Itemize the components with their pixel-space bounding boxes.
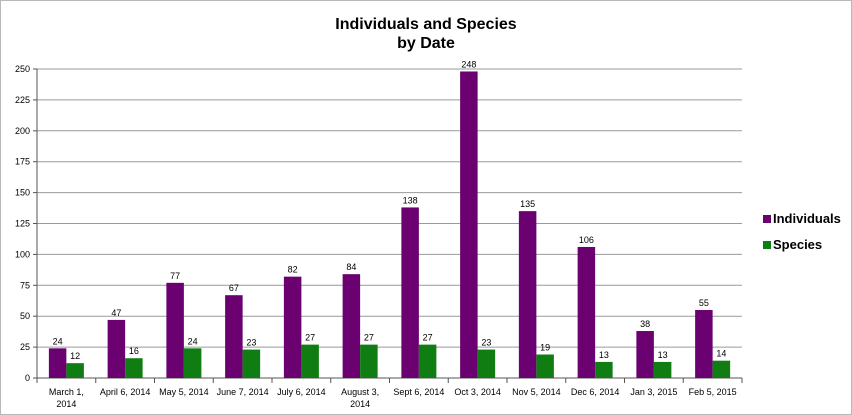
x-tick-label-9: Dec 6, 2014	[571, 387, 620, 397]
data-label-individuals-8: 135	[520, 199, 535, 209]
bar-individuals-1	[107, 319, 126, 378]
data-label-individuals-2: 77	[170, 271, 180, 281]
x-tick-label-11: Feb 5, 2015	[689, 387, 737, 397]
data-label-individuals-7: 248	[461, 59, 476, 69]
data-label-individuals-1: 47	[111, 308, 121, 318]
bar-species-1	[125, 358, 143, 378]
data-label-species-4: 27	[305, 333, 315, 343]
bar-species-8	[536, 354, 554, 378]
data-label-individuals-6: 138	[403, 195, 418, 205]
bar-individuals-7	[460, 71, 478, 379]
bar-individuals-4	[283, 276, 302, 378]
y-tick-label-125: 125	[15, 219, 30, 229]
bar-species-2	[183, 348, 202, 378]
data-label-species-1: 16	[129, 346, 139, 356]
x-tick-label-4: July 6, 2014	[277, 387, 326, 397]
bar-species-5	[360, 344, 378, 378]
bar-species-0	[66, 363, 84, 378]
bar-individuals-0	[48, 348, 67, 378]
y-tick-label-225: 225	[15, 95, 30, 105]
bar-species-3	[242, 349, 261, 378]
bar-individuals-9	[577, 246, 596, 378]
data-label-species-6: 27	[423, 333, 433, 343]
data-label-species-5: 27	[364, 333, 374, 343]
bar-species-10	[653, 361, 672, 378]
x-tick-label-2: May 5, 2014	[159, 387, 209, 397]
data-label-species-9: 13	[599, 350, 609, 360]
bar-individuals-8	[518, 211, 537, 378]
bar-individuals-6	[401, 207, 419, 378]
x-tick-label-5-line-1: August 3,	[341, 387, 379, 397]
bar-individuals-3	[225, 295, 243, 378]
x-tick-label-6: Sept 6, 2014	[393, 387, 444, 397]
legend-swatch-species	[763, 241, 771, 249]
data-label-species-7: 23	[481, 338, 491, 348]
data-label-species-11: 14	[716, 349, 726, 359]
y-tick-label-75: 75	[20, 280, 30, 290]
data-label-individuals-10: 38	[640, 319, 650, 329]
x-tick-label-3: June 7, 2014	[217, 387, 269, 397]
data-label-species-8: 19	[540, 343, 550, 353]
data-label-species-0: 12	[70, 351, 80, 361]
x-tick-label-0-line-1: March 1,	[49, 387, 84, 397]
bar-individuals-11	[695, 310, 713, 378]
legend-label-species: Species	[773, 237, 822, 252]
data-label-species-10: 13	[658, 350, 668, 360]
data-label-individuals-9: 106	[579, 235, 594, 245]
y-tick-label-100: 100	[15, 249, 30, 259]
chart-title-line-2: by Date	[397, 35, 455, 52]
data-label-individuals-5: 84	[346, 262, 356, 272]
legend-label-individuals: Individuals	[773, 211, 841, 226]
bar-individuals-10	[636, 331, 654, 378]
bar-species-9	[595, 361, 613, 378]
y-tick-label-175: 175	[15, 157, 30, 167]
bar-species-11	[712, 360, 731, 378]
bar-species-4	[301, 344, 319, 378]
data-label-species-3: 23	[246, 338, 256, 348]
data-label-individuals-0: 24	[53, 336, 63, 346]
x-tick-label-7: Oct 3, 2014	[454, 387, 501, 397]
data-label-species-2: 24	[188, 336, 198, 346]
y-tick-label-50: 50	[20, 311, 30, 321]
bar-species-7	[477, 349, 496, 378]
bar-species-6	[418, 344, 437, 378]
x-tick-label-1: April 6, 2014	[100, 387, 151, 397]
bar-individuals-5	[342, 274, 361, 378]
y-tick-label-25: 25	[20, 342, 30, 352]
y-tick-label-0: 0	[25, 373, 30, 383]
x-tick-label-10: Jan 3, 2015	[630, 387, 677, 397]
bar-individuals-2	[166, 282, 184, 378]
x-tick-label-8: Nov 5, 2014	[512, 387, 561, 397]
x-tick-label-5-line-2: 2014	[350, 399, 370, 409]
data-label-individuals-3: 67	[229, 283, 239, 293]
data-label-individuals-11: 55	[699, 298, 709, 308]
chart-title-line-1: Individuals and Species	[335, 16, 516, 33]
y-tick-label-200: 200	[15, 126, 30, 136]
data-label-individuals-4: 82	[288, 265, 298, 275]
y-tick-label-150: 150	[15, 188, 30, 198]
x-tick-label-0-line-2: 2014	[56, 399, 76, 409]
y-tick-label-250: 250	[15, 64, 30, 74]
legend-swatch-individuals	[763, 215, 771, 223]
